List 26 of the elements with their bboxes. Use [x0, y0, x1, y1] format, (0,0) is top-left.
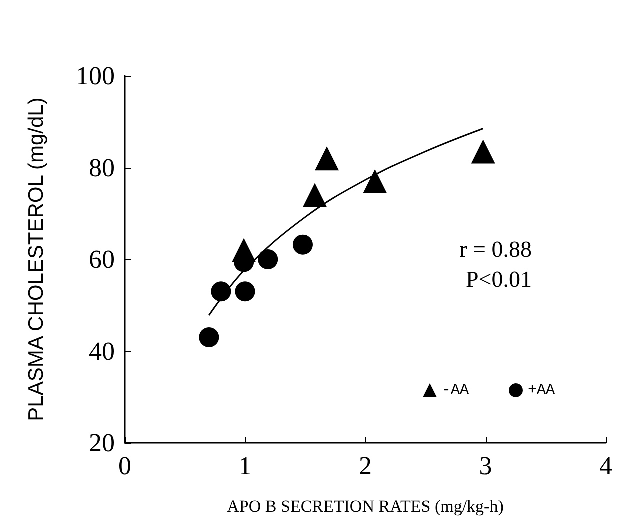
y-tick-label: 20 — [89, 428, 115, 458]
x-axis-title: APO B SECRETION RATES (mg/kg-h) — [227, 497, 504, 516]
annotation: r = 0.88 — [460, 237, 532, 262]
y-tick-label: 40 — [89, 336, 115, 366]
point — [232, 238, 256, 262]
legend-label: -AA — [442, 382, 470, 399]
point — [258, 250, 278, 270]
y-tick-label: 60 — [89, 245, 115, 274]
y-tick-label: 80 — [89, 153, 115, 182]
point — [211, 282, 232, 302]
point — [363, 170, 388, 194]
point — [199, 327, 220, 348]
point — [471, 140, 496, 164]
x-tick-label: 0 — [118, 452, 132, 480]
point — [315, 146, 340, 171]
y-tick-label: 100 — [76, 62, 115, 90]
x-tick-label: 3 — [479, 452, 492, 480]
annotation: P<0.01 — [466, 267, 532, 292]
x-tick-label: 1 — [238, 452, 252, 480]
y-axis-title: PLASMA CHOLESTEROL (mg/dL) — [25, 98, 48, 422]
point — [292, 234, 313, 255]
legend-label: +AA — [528, 382, 556, 399]
point — [302, 183, 327, 208]
point — [235, 282, 256, 302]
x-tick-label: 4 — [600, 452, 612, 480]
x-tick-label: 2 — [359, 452, 372, 480]
